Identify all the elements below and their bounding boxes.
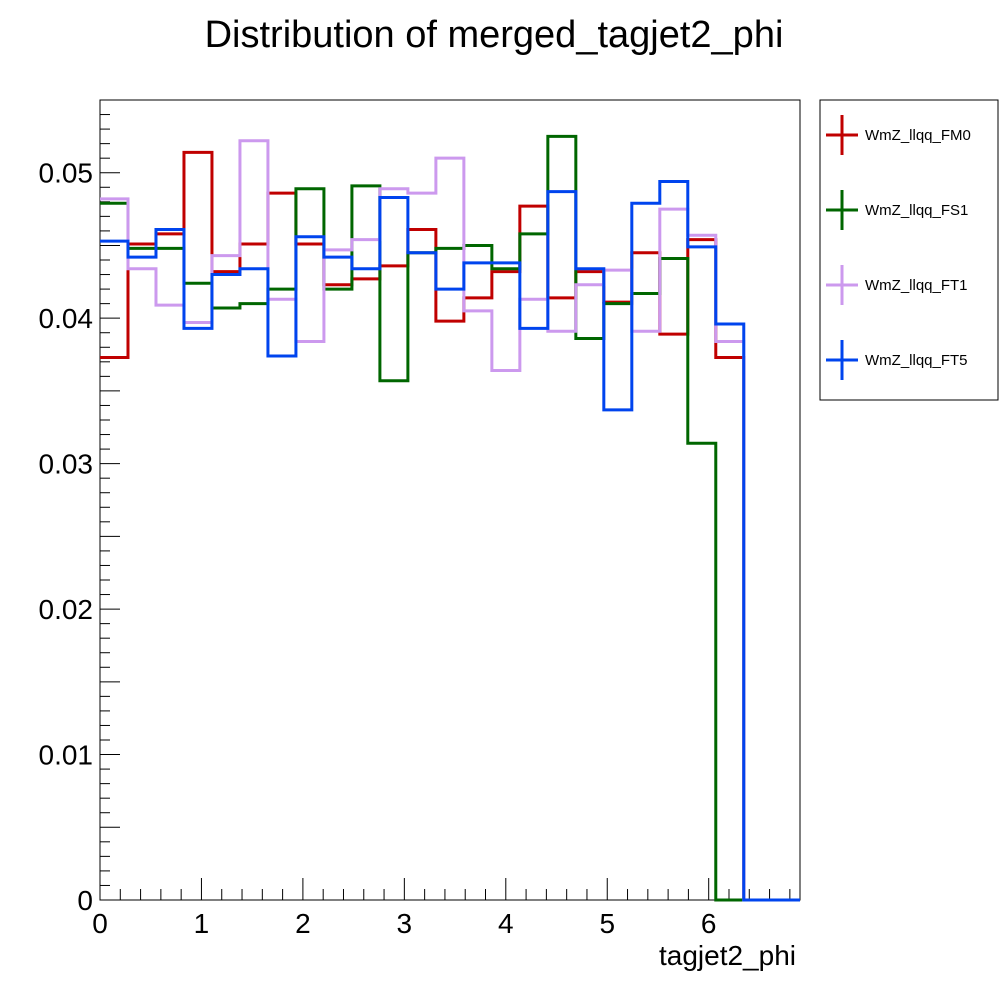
legend-label: WmZ_llqq_FS1	[865, 202, 968, 219]
x-axis-title: tagjet2_phi	[659, 940, 796, 971]
y-tick-label: 0.04	[39, 303, 94, 334]
y-tick-label: 0.03	[39, 449, 94, 480]
chart-title: Distribution of merged_tagjet2_phi	[205, 14, 784, 56]
legend-item: WmZ_llqq_FT1	[826, 265, 968, 305]
y-tick-label: 0.05	[39, 158, 94, 189]
series-layer	[100, 134, 800, 902]
y-tick-label: 0.01	[39, 740, 94, 771]
legend-item: WmZ_llqq_FT5	[826, 340, 968, 380]
plot-frame	[99, 99, 801, 901]
series-line-WmZ_llqq_FM0	[100, 150, 800, 902]
x-tick-label: 4	[498, 908, 514, 939]
legend-box	[819, 99, 999, 401]
x-tick-label: 5	[599, 908, 615, 939]
x-tick-label: 6	[701, 908, 717, 939]
x-tick-label: 0	[92, 908, 108, 939]
legend-label: WmZ_llqq_FM0	[865, 127, 971, 144]
legend-item: WmZ_llqq_FM0	[826, 115, 971, 155]
series-line-WmZ_llqq_FT5	[100, 179, 800, 902]
axes: 0 1 2 3 4 5 6 0 0.01 0.02 0.03 0.04 0.05	[39, 99, 791, 939]
x-tick-label: 1	[194, 908, 210, 939]
x-tick-label: 2	[295, 908, 311, 939]
legend-label: WmZ_llqq_FT1	[865, 277, 968, 294]
legend-label: WmZ_llqq_FT5	[865, 352, 968, 369]
legend: WmZ_llqq_FM0 WmZ_llqq_FS1 WmZ_llqq_FT1 WmZ_…	[819, 99, 999, 401]
y-tick-label: 0.02	[39, 594, 94, 625]
y-tick-label: 0	[77, 885, 93, 916]
x-tick-label: 3	[397, 908, 413, 939]
series-line-WmZ_llqq_FT1	[100, 139, 800, 902]
legend-item: WmZ_llqq_FS1	[826, 190, 968, 230]
series-line-WmZ_llqq_FS1	[100, 134, 800, 902]
